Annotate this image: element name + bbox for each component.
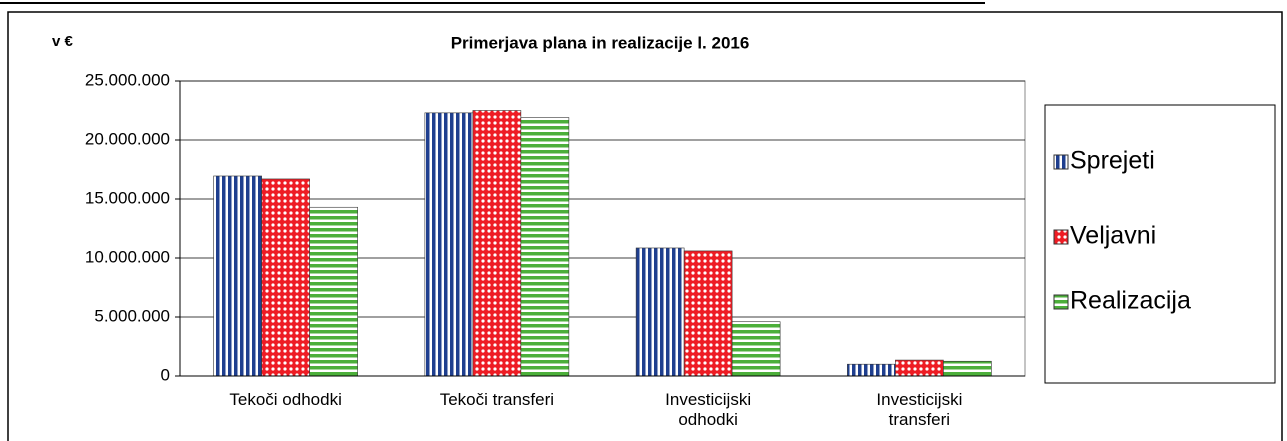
x-tick-label: Investicijski odhodki	[665, 390, 752, 429]
bar	[731, 321, 781, 377]
legend-swatch	[1053, 154, 1069, 170]
y-tick-label: 15.000.000	[85, 188, 170, 207]
x-tick-label: Tekoči transferi	[439, 390, 555, 409]
bar	[520, 117, 570, 377]
bar	[847, 363, 896, 377]
bar	[635, 247, 685, 377]
legend-label: Sprejeti	[1070, 147, 1155, 175]
bar	[309, 206, 358, 377]
y-tick-label: 0	[161, 365, 170, 384]
bar	[943, 360, 992, 377]
y-tick-label: 10.000.000	[85, 247, 170, 266]
legend-label: Veljavni	[1070, 222, 1156, 250]
bar	[895, 359, 944, 377]
y-tick-label: 20.000.000	[85, 129, 170, 148]
x-tick-label: Tekoči odhodki	[229, 390, 342, 409]
legend-swatch	[1053, 294, 1069, 310]
chart-title: Primerjava plana in realizacije l. 2016	[451, 33, 750, 52]
legend-swatch	[1053, 229, 1069, 245]
legend-box	[1044, 104, 1276, 384]
legend-label: Realizacija	[1070, 287, 1191, 315]
bar	[213, 175, 262, 377]
y-tick-label: 5.000.000	[94, 306, 170, 325]
y-axis-label: v €	[52, 33, 74, 50]
bar	[683, 250, 733, 377]
bar	[424, 112, 474, 377]
chart-border	[7, 11, 1283, 441]
bar	[261, 178, 310, 377]
x-tick-label: Investicijski transferi	[876, 390, 963, 429]
bar	[472, 110, 522, 377]
y-tick-label: 25.000.000	[85, 70, 170, 89]
